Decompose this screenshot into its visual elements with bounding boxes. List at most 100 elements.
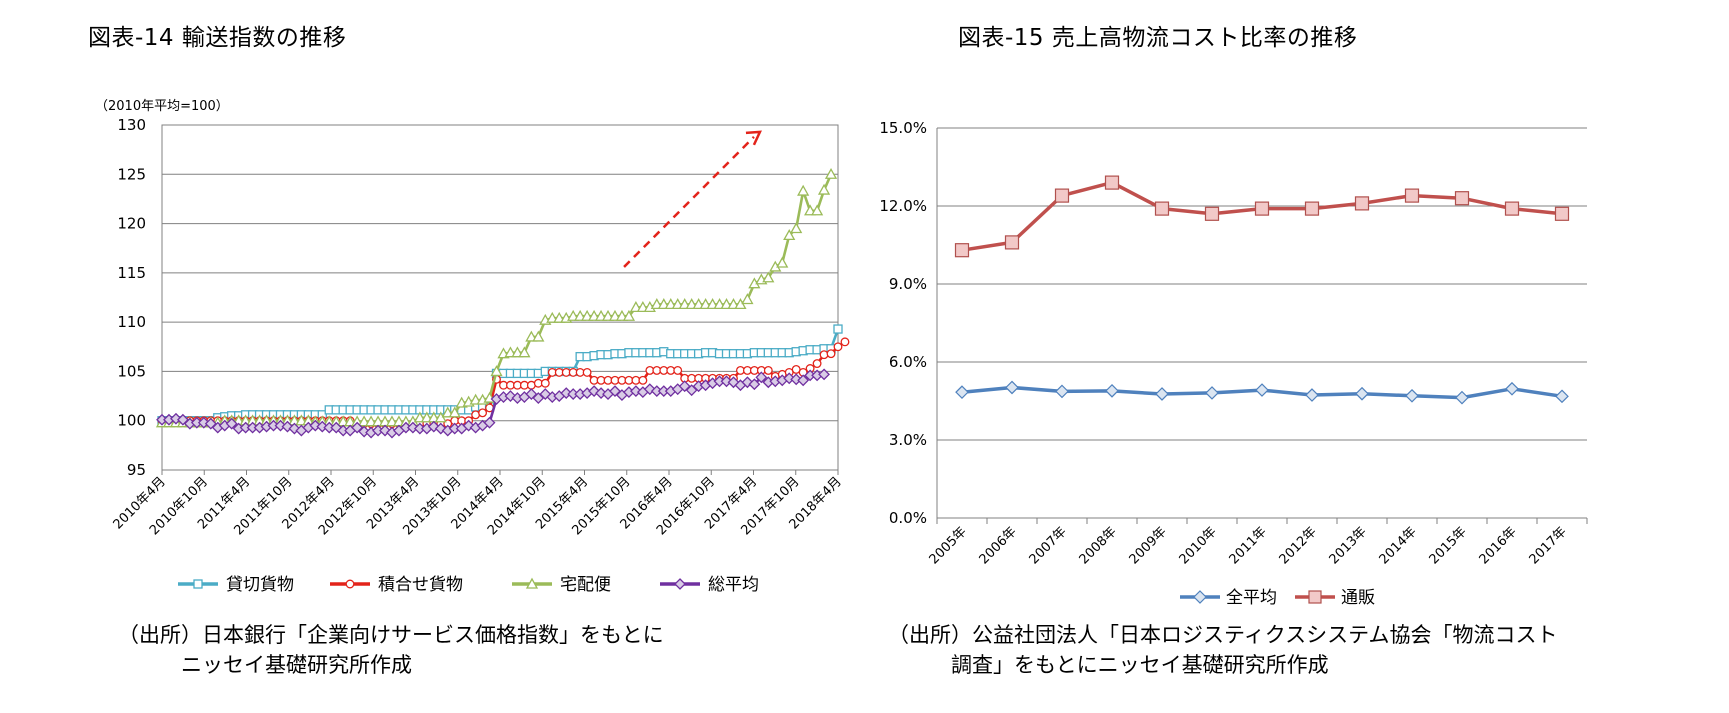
data-point	[776, 256, 789, 268]
data-point	[1405, 388, 1419, 403]
data-point	[1255, 383, 1269, 397]
data-point	[406, 421, 419, 434]
y-tick-label: 130	[117, 116, 146, 134]
x-tick-label: 2008年	[1077, 524, 1120, 567]
trend-arrow-head	[745, 130, 762, 146]
data-point	[748, 378, 761, 391]
data-point	[1155, 387, 1169, 401]
legend-marker	[525, 577, 539, 589]
data-point	[1055, 384, 1069, 399]
data-point	[817, 183, 831, 195]
x-tick-label: 2009年	[1127, 524, 1170, 567]
y-tick-label: 95	[127, 461, 146, 479]
x-tick-label: 2013年	[1327, 524, 1370, 567]
data-point	[1104, 175, 1120, 190]
data-point	[309, 419, 322, 432]
legend-item-1: 貸切貨物	[178, 575, 294, 595]
data-point	[812, 359, 822, 368]
x-tick-label: 2015年	[1427, 524, 1470, 567]
data-point	[478, 408, 488, 418]
data-point	[540, 378, 550, 388]
data-point	[638, 375, 648, 385]
data-point	[358, 425, 371, 438]
data-point	[518, 346, 531, 358]
data-point	[790, 222, 803, 234]
data-point	[954, 243, 970, 258]
data-point	[1005, 380, 1019, 395]
series-4	[156, 368, 830, 439]
trend-arrow	[623, 136, 755, 268]
data-point	[1354, 196, 1370, 211]
data-point	[955, 385, 969, 400]
x-tick-label: 2017年	[1527, 524, 1570, 567]
legend-marker	[193, 579, 203, 589]
data-point	[316, 420, 329, 433]
data-point	[1254, 201, 1270, 216]
x-tick-label: 2010年	[1177, 524, 1220, 567]
legend-marker	[345, 579, 355, 589]
y-tick-label: 15.0%	[879, 119, 927, 137]
legend-item-2: 通販	[1295, 588, 1375, 608]
x-tick-label: 2012年	[1277, 524, 1320, 567]
data-point	[274, 419, 287, 432]
data-point	[1205, 386, 1219, 400]
data-point	[622, 309, 636, 321]
legend-item-2: 積合せ貨物	[330, 575, 463, 595]
data-point	[763, 365, 773, 375]
data-point	[532, 330, 545, 342]
data-point	[818, 368, 830, 381]
legend-label: 貸切貨物	[226, 575, 294, 595]
legend-marker	[674, 578, 686, 590]
legend-label: 総平均	[708, 575, 759, 595]
data-point	[783, 372, 796, 385]
data-point	[1505, 381, 1519, 396]
data-point	[448, 406, 461, 418]
y-tick-label: 100	[117, 412, 146, 430]
data-point	[720, 375, 733, 388]
data-point	[1554, 206, 1570, 221]
y-tick-label: 3.0%	[889, 431, 927, 449]
data-point	[1404, 188, 1420, 203]
data-point	[483, 416, 496, 429]
y-tick-label: 120	[117, 215, 146, 233]
data-point	[824, 167, 838, 179]
data-point	[560, 387, 573, 400]
legend-label: 積合せ貨物	[378, 575, 463, 595]
data-point	[797, 374, 810, 387]
unit-label: （2010年平均=100）	[95, 99, 229, 114]
data-point	[1355, 386, 1369, 401]
data-point	[833, 324, 843, 334]
y-tick-label: 110	[117, 313, 146, 331]
data-point	[762, 271, 775, 283]
legend-label: 全平均	[1226, 588, 1277, 608]
y-tick-label: 12.0%	[879, 197, 927, 215]
series-line	[961, 180, 1563, 252]
legend-marker	[1308, 590, 1322, 604]
figure-14-source: （出所）日本銀行「企業向けサービス価格指数」をもとに ニッセイ基礎研究所作成	[118, 623, 664, 677]
legend-item-1: 全平均	[1180, 588, 1277, 608]
x-tick-label: 2006年	[977, 524, 1020, 567]
figure-15-source: （出所）公益社団法人「日本ロジスティクスシステム協会「物流コスト 調査」をもとに…	[888, 623, 1558, 677]
x-tick-label: 2005年	[927, 524, 970, 567]
legend-label: 通販	[1341, 588, 1375, 608]
y-tick-label: 6.0%	[889, 353, 927, 371]
data-point	[790, 373, 803, 386]
data-point	[810, 204, 824, 216]
data-point	[225, 417, 238, 430]
data-point	[490, 365, 503, 377]
data-point	[1555, 389, 1569, 404]
data-point	[840, 337, 850, 347]
series-2	[954, 175, 1570, 258]
x-tick-label: 2011年	[1227, 524, 1270, 567]
data-point	[1454, 191, 1470, 206]
figure-15-title: 図表-15 売上高物流コスト比率の推移	[958, 25, 1358, 51]
data-point	[673, 365, 683, 375]
data-point	[755, 371, 768, 384]
data-point	[197, 416, 210, 429]
legend-marker	[1193, 590, 1207, 604]
y-tick-label: 105	[117, 362, 146, 380]
y-tick-label: 9.0%	[889, 275, 927, 293]
data-point	[582, 367, 592, 377]
